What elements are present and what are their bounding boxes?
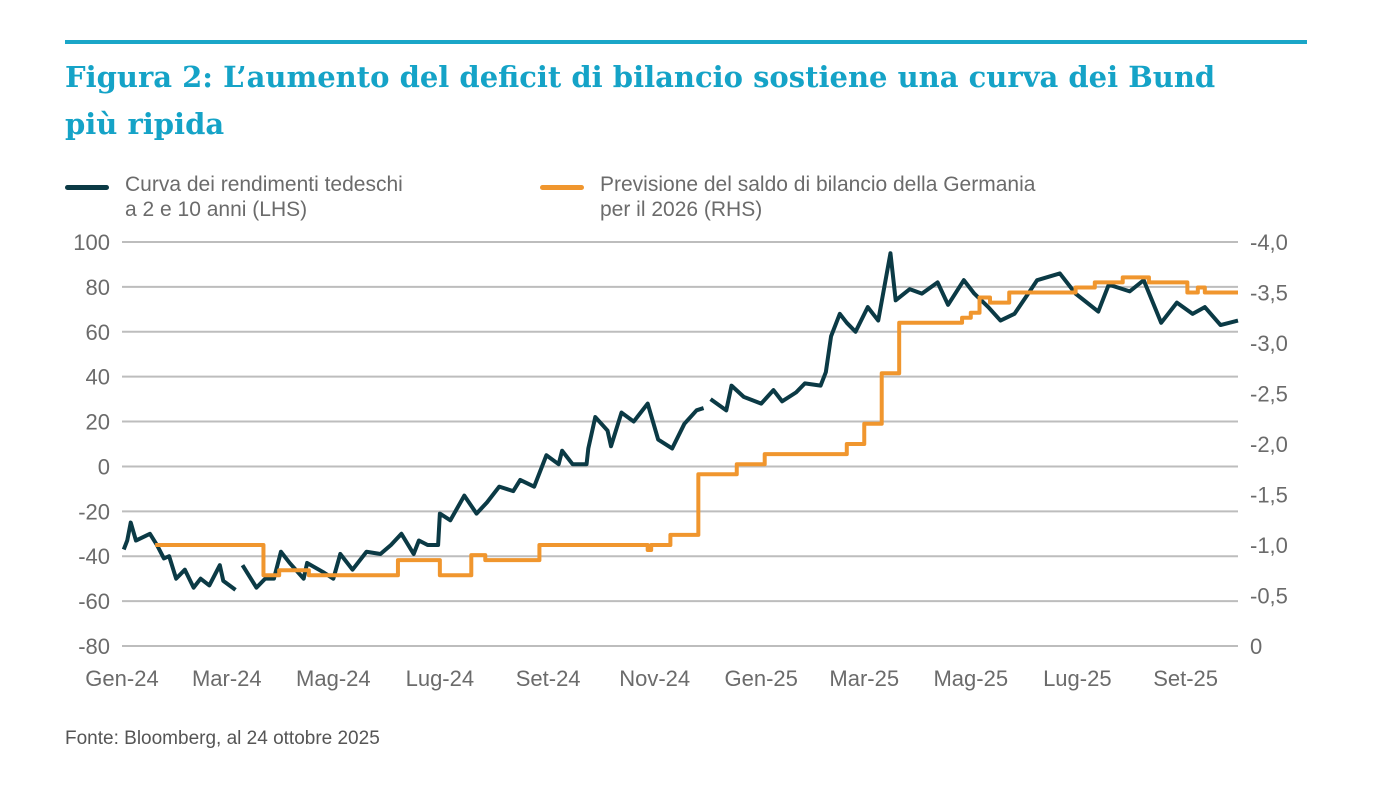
x-tick-label: Mag-24 bbox=[296, 666, 371, 691]
legend-item-rhs: Previsione del saldo di bilancio della G… bbox=[540, 172, 1200, 222]
y-right-tick-label: -3,5 bbox=[1250, 281, 1288, 306]
x-tick-label: Set-24 bbox=[516, 666, 581, 691]
chart-title: Figura 2: L’aumento del deficit di bilan… bbox=[65, 60, 1216, 141]
y-left-tick-label: -40 bbox=[78, 544, 110, 569]
x-tick-label: Mag-25 bbox=[933, 666, 1008, 691]
y-left-tick-label: 0 bbox=[98, 454, 110, 479]
x-tick-label: Mar-25 bbox=[829, 666, 899, 691]
y-right-tick-label: -2,0 bbox=[1250, 432, 1288, 457]
y-left-tick-label: 100 bbox=[73, 230, 110, 255]
x-tick-label: Nov-24 bbox=[619, 666, 690, 691]
y-right-tick-label: -1,0 bbox=[1250, 533, 1288, 558]
y-right-tick-label: -1,5 bbox=[1250, 483, 1288, 508]
y-right-tick-label: -4,0 bbox=[1250, 230, 1288, 255]
x-tick-label: Gen-24 bbox=[85, 666, 158, 691]
y-left-tick-label: 40 bbox=[86, 365, 110, 390]
x-tick-label: Set-25 bbox=[1153, 666, 1218, 691]
y-left-tick-label: -60 bbox=[78, 589, 110, 614]
y-left-tick-label: -80 bbox=[78, 634, 110, 659]
legend-label-rhs: Previsione del saldo di bilancio della G… bbox=[600, 173, 1036, 221]
x-tick-label: Lug-24 bbox=[406, 666, 475, 691]
legend-item-lhs: Curva dei rendimenti tedeschi a 2 e 10 a… bbox=[65, 172, 565, 222]
x-tick-label: Lug-25 bbox=[1043, 666, 1112, 691]
legend-swatch-rhs bbox=[540, 185, 584, 190]
series-line-yield-curve bbox=[121, 251, 1239, 592]
y-right-tick-label: -2,5 bbox=[1250, 382, 1288, 407]
legend-swatch-lhs bbox=[65, 185, 109, 190]
y-left-tick-label: 20 bbox=[86, 410, 110, 435]
y-left-tick-label: 80 bbox=[86, 275, 110, 300]
series-line-budget-forecast bbox=[155, 275, 1238, 578]
y-right-tick-label: -0,5 bbox=[1250, 584, 1288, 609]
y-left-tick-label: 60 bbox=[86, 320, 110, 345]
source-note: Fonte: Bloomberg, al 24 ottobre 2025 bbox=[65, 728, 380, 749]
header-rule bbox=[65, 40, 1307, 44]
y-right-tick-label: 0 bbox=[1250, 634, 1262, 659]
legend-label-lhs: Curva dei rendimenti tedeschi a 2 e 10 a… bbox=[125, 173, 403, 221]
y-left-tick-label: -20 bbox=[78, 499, 110, 524]
x-tick-label: Mar-24 bbox=[192, 666, 262, 691]
y-right-tick-label: -3,0 bbox=[1250, 331, 1288, 356]
x-tick-label: Gen-25 bbox=[725, 666, 798, 691]
